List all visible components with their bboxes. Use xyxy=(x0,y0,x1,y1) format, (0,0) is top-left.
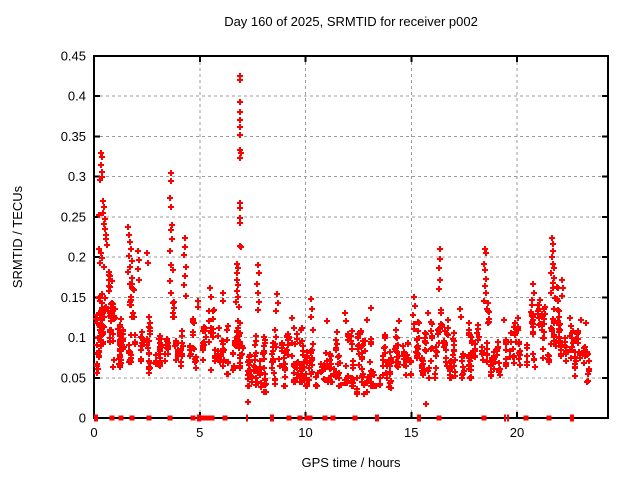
grid-lines xyxy=(94,56,608,418)
data-points xyxy=(93,73,592,422)
zero-square-marker xyxy=(206,415,212,421)
x-tick-label: 10 xyxy=(298,425,312,440)
zero-square-marker xyxy=(167,415,173,421)
y-tick-label: 0.3 xyxy=(68,169,86,184)
srmtid-plus-markers xyxy=(93,73,592,407)
y-tick-label: 0.05 xyxy=(61,370,86,385)
zero-square-marker xyxy=(199,415,205,421)
y-tick-label: 0.35 xyxy=(61,129,86,144)
zero-square-marker xyxy=(297,415,303,421)
chart-title: Day 160 of 2025, SRMTID for receiver p00… xyxy=(224,14,478,29)
zero-square-marker xyxy=(546,415,552,421)
zero-square-marker xyxy=(109,415,115,421)
zero-square-marker xyxy=(209,415,215,421)
zero-square-marker xyxy=(304,415,310,421)
zero-square-marker xyxy=(129,415,135,421)
zero-square-marker xyxy=(436,415,442,421)
axes xyxy=(93,55,609,419)
zero-square-marker xyxy=(286,415,292,421)
zero-square-marker xyxy=(322,415,328,421)
zero-square-marker xyxy=(330,415,336,421)
y-tick-label: 0.45 xyxy=(61,49,86,64)
y-tick-label: 0.1 xyxy=(68,330,86,345)
zero-square-marker xyxy=(202,415,208,421)
x-tick-label: 15 xyxy=(404,425,418,440)
plot-border xyxy=(93,55,609,419)
y-tick-label: 0 xyxy=(79,411,86,426)
y-axis-label: SRMTID / TECUs xyxy=(10,185,25,288)
zero-square-marker xyxy=(352,415,358,421)
zero-square-marker xyxy=(146,415,152,421)
zero-square-marker xyxy=(523,415,529,421)
y-tick-label: 0.4 xyxy=(68,89,86,104)
zero-square-marker xyxy=(222,415,228,421)
tick-labels: 0 5 10 15 20 0 0.05 0.1 0.15 0.2 0.25 0.3 0.35 0.4 0.4… xyxy=(61,49,525,441)
x-tick-label: 20 xyxy=(510,425,524,440)
y-tick-label: 0.25 xyxy=(61,209,86,224)
zero-square-marker xyxy=(307,415,313,421)
x-axis-label: GPS time / hours xyxy=(302,455,401,470)
zero-plus-markers xyxy=(94,414,574,422)
zero-square-marker xyxy=(481,415,487,421)
zero-square-marker xyxy=(190,415,196,421)
x-tick-label: 5 xyxy=(196,425,203,440)
zero-square-marker xyxy=(118,415,124,421)
y-tick-label: 0.15 xyxy=(61,290,86,305)
y-tick-label: 0.2 xyxy=(68,250,86,265)
x-tick-label: 0 xyxy=(90,425,97,440)
